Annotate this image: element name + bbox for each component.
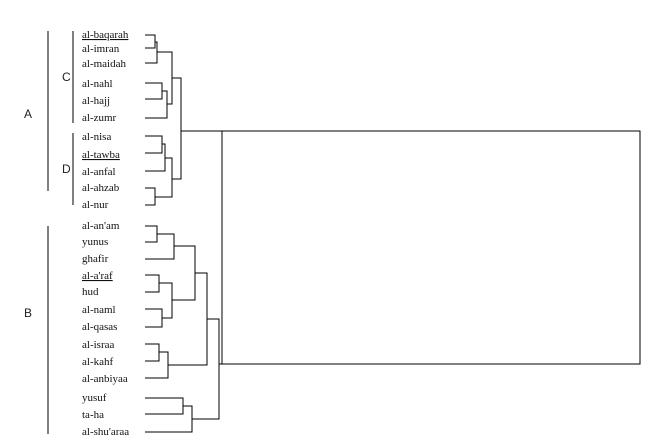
dendro-link [145, 82, 163, 100]
leaf-label: ta-ha [82, 409, 104, 421]
leaf-label: al-an'am [82, 220, 120, 232]
dendro-link [181, 130, 223, 364]
dendro-link [145, 397, 184, 415]
dendro-link [145, 308, 163, 328]
dendro-link [145, 225, 158, 243]
leaf-label: al-naml [82, 304, 116, 316]
group-label-d: D [62, 162, 71, 176]
dendro-link [145, 351, 169, 379]
leaf-label: al-nahl [82, 78, 113, 90]
dendro-link [145, 274, 160, 293]
dendro-link [168, 272, 208, 366]
dendro-link [145, 343, 160, 362]
dendro-link [159, 282, 173, 319]
group-label-a: A [24, 107, 32, 121]
dendro-link [172, 77, 182, 180]
dendro-link [172, 245, 196, 301]
leaf-label: yusuf [82, 392, 107, 404]
dendro-link [145, 233, 175, 260]
group-label-c: C [62, 70, 71, 84]
group-label-b: B [24, 306, 32, 320]
leaf-label: hud [82, 286, 99, 298]
leaf-label: al-hajj [82, 95, 110, 107]
leaf-label: al-maidah [82, 58, 126, 70]
dendro-link [157, 51, 173, 105]
group-brackets [47, 31, 74, 434]
leaf-label: al-kahf [82, 356, 113, 368]
dendro-link [145, 34, 156, 49]
dendrogram-links [145, 34, 641, 433]
leaf-label: al-nur [82, 199, 109, 211]
leaf-label: al-anbiyaa [82, 373, 128, 385]
leaf-label: al-baqarah [82, 29, 129, 41]
leaf-label: yunus [82, 236, 108, 248]
leaf-label: ghafir [82, 253, 109, 265]
leaf-label: al-tawba [82, 149, 120, 161]
leaf-label: al-nisa [82, 131, 111, 143]
dendro-link [145, 405, 193, 433]
leaf-label: al-imran [82, 43, 120, 55]
leaf-label: al-shu'araa [82, 426, 129, 438]
leaf-label: al-qasas [82, 321, 117, 333]
dendro-link [192, 318, 220, 420]
leaf-label: al-a'raf [82, 270, 113, 282]
leaf-label: al-zumr [82, 112, 117, 124]
leaf-label: al-anfal [82, 166, 116, 178]
dendro-link [145, 187, 156, 206]
dendro-link [219, 130, 641, 365]
dendro-link [155, 157, 173, 198]
dendro-link [145, 135, 163, 154]
leaf-label: al-ahzab [82, 182, 120, 194]
dendro-link [145, 90, 168, 119]
leaf-label: al-israa [82, 339, 114, 351]
leaf-labels: al-baqarah al-imran al-maidah al-nahl al… [82, 29, 129, 438]
